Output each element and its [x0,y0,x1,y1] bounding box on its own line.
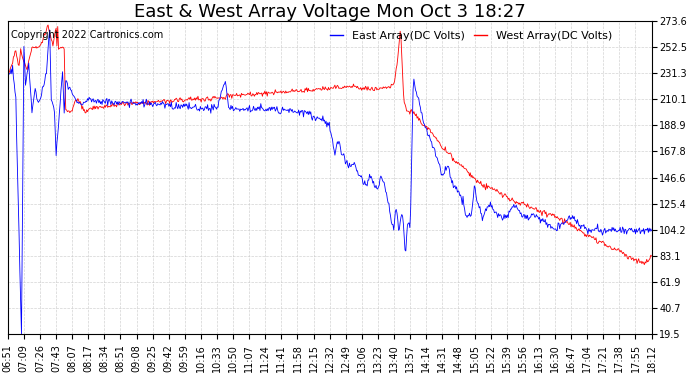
West Array(DC Volts) [43,24,51,28]
East Array(DC Volts) [493,215,502,220]
West Array(DC Volts) [640,262,649,267]
East Array(DC Volts) [44,46,52,51]
East Array(DC Volts) [560,222,568,227]
Line: West Array(DC Volts): West Array(DC Volts) [8,25,651,265]
East Array(DC Volts) [3,69,12,74]
West Array(DC Volts) [415,118,423,123]
East Array(DC Volts) [17,332,26,336]
Text: Copyright 2022 Cartronics.com: Copyright 2022 Cartronics.com [11,30,164,40]
East Array(DC Volts) [46,28,54,32]
East Array(DC Volts) [647,228,655,233]
West Array(DC Volts) [559,222,567,226]
West Array(DC Volts) [647,254,655,258]
East Array(DC Volts) [379,180,387,184]
West Array(DC Volts) [395,39,404,43]
West Array(DC Volts) [44,23,52,27]
Line: East Array(DC Volts): East Array(DC Volts) [8,30,651,334]
East Array(DC Volts) [396,220,404,224]
East Array(DC Volts) [415,102,424,106]
Legend: East Array(DC Volts), West Array(DC Volts): East Array(DC Volts), West Array(DC Volt… [326,27,617,45]
West Array(DC Volts) [3,72,12,76]
West Array(DC Volts) [378,86,386,91]
Title: East & West Array Voltage Mon Oct 3 18:27: East & West Array Voltage Mon Oct 3 18:2… [134,3,526,21]
West Array(DC Volts) [493,187,501,192]
